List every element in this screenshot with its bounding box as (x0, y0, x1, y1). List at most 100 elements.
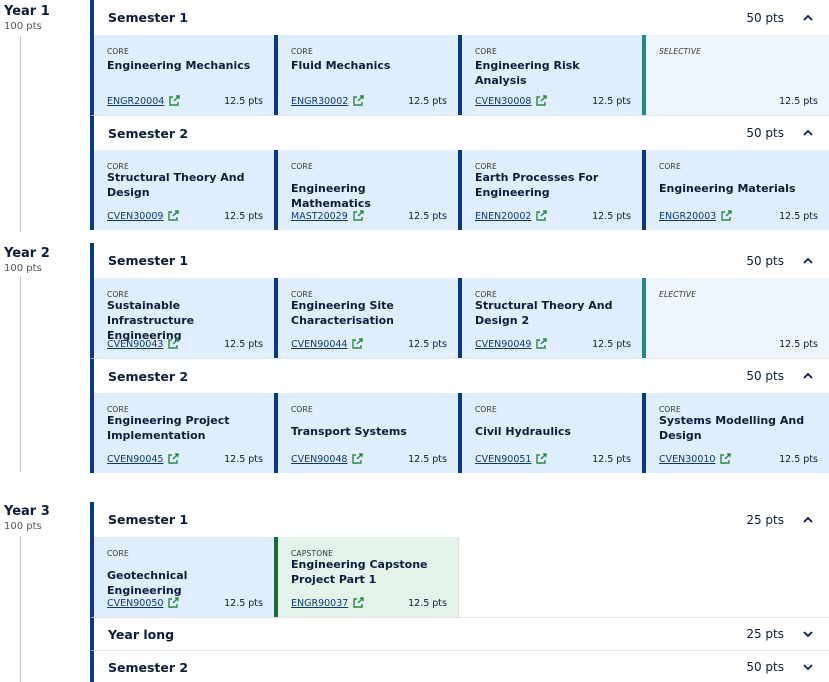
subject-card[interactable]: CORE Transport Systems CVEN90048 12.5 pt… (274, 393, 458, 473)
subject-row: CORE Engineering Project Implementation … (90, 393, 829, 473)
subject-type: SELECTIVE (659, 47, 702, 56)
semester-header[interactable]: Year long 25 pts (90, 617, 829, 650)
subject-type: ELECTIVE (659, 290, 697, 299)
subject-card[interactable]: CORE Engineering Mechanics ENGR20004 12.… (90, 35, 274, 115)
subject-card[interactable]: CORE Geotechnical Engineering CVEN90050 … (90, 537, 274, 617)
year1-timeline (20, 36, 21, 232)
chevron-up-icon[interactable] (801, 513, 815, 527)
external-link-icon (353, 597, 364, 608)
subject-points: 12.5 pts (224, 339, 263, 350)
subject-name: Civil Hydraulics (475, 425, 571, 438)
subject-points: 12.5 pts (408, 96, 447, 107)
subject-type: CORE (107, 47, 129, 56)
subject-code: CVEN30008 (475, 95, 532, 107)
subject-points: 12.5 pts (779, 339, 818, 350)
subject-card[interactable]: CORE Structural Theory And Design 2 CVEN… (458, 278, 642, 358)
subject-type: CAPSTONE (291, 549, 334, 558)
subject-code-link[interactable]: CVEN90045 (107, 453, 180, 465)
semester-title: Semester 1 (108, 10, 189, 25)
subject-points: 12.5 pts (592, 454, 631, 465)
subject-code: CVEN90048 (291, 453, 348, 465)
subject-code-link[interactable]: ENEN20002 (475, 210, 548, 222)
semester-title: Year long (108, 626, 175, 642)
semester-header[interactable]: Semester 1 25 pts (90, 502, 829, 537)
subject-code-link[interactable]: MAST20029 (291, 210, 364, 222)
semester-title: Semester 1 (108, 512, 189, 527)
subject-name: Structural Theory And Design (107, 171, 245, 199)
subject-code-link[interactable]: CVEN90050 (107, 597, 180, 609)
year-2-block: Semester 1 50 pts CORE Sustainable Infra… (90, 243, 829, 473)
selective-card[interactable]: SELECTIVE 12.5 pts (642, 35, 829, 115)
semester-header[interactable]: Semester 1 50 pts (90, 243, 829, 278)
subject-points: 12.5 pts (779, 96, 818, 107)
chevron-up-icon[interactable] (801, 369, 815, 383)
subject-name: Engineering Site Characterisation (291, 299, 394, 327)
subject-card[interactable]: CORE Engineering Project Implementation … (90, 393, 274, 473)
chevron-up-icon[interactable] (801, 254, 815, 268)
subject-points: 12.5 pts (408, 211, 447, 222)
subject-code-link[interactable]: CVEN90051 (475, 453, 548, 465)
semester-header[interactable]: Semester 1 50 pts (90, 0, 829, 35)
subject-name: Engineering Materials (659, 182, 796, 195)
semester-points: 25 pts (746, 512, 784, 527)
external-link-icon (169, 95, 180, 106)
year-2-label: Year 2 100 pts (4, 246, 74, 276)
chevron-up-icon[interactable] (801, 126, 815, 140)
subject-card[interactable]: CORE Engineering Site Characterisation C… (274, 278, 458, 358)
subject-code-link[interactable]: ENGR90037 (291, 597, 364, 609)
year-title: Year 3 (4, 504, 50, 519)
subject-code: CVEN90050 (107, 597, 164, 609)
subject-code: CVEN90043 (107, 338, 164, 350)
subject-code-link[interactable]: CVEN90044 (291, 338, 364, 350)
semester-header[interactable]: Semester 2 50 pts (90, 650, 829, 682)
subject-name: Engineering Mechanics (107, 59, 251, 72)
year-points: 100 pts (4, 21, 42, 32)
year-points: 100 pts (4, 521, 42, 532)
subject-code-link[interactable]: ENGR30002 (291, 95, 364, 107)
year-3-label: Year 3 100 pts (4, 504, 74, 534)
subject-card[interactable]: CORE Structural Theory And Design CVEN30… (90, 150, 274, 230)
chevron-down-icon[interactable] (801, 660, 815, 674)
elective-card[interactable]: ELECTIVE 12.5 pts (642, 278, 829, 358)
subject-name: Engineering Capstone Project Part 1 (291, 558, 428, 586)
subject-card[interactable]: CORE Engineering Risk Analysis CVEN30008… (458, 35, 642, 115)
subject-points: 12.5 pts (408, 598, 447, 609)
chevron-up-icon[interactable] (801, 11, 815, 25)
subject-code-link[interactable]: ENGR20004 (107, 95, 180, 107)
subject-card[interactable]: CORE Sustainable Infrastructure Engineer… (90, 278, 274, 358)
subject-card[interactable]: CORE Engineering Mathematics MAST20029 1… (274, 150, 458, 230)
subject-code-link[interactable]: CVEN30009 (107, 210, 180, 222)
subject-card[interactable]: CORE Fluid Mechanics ENGR30002 12.5 pts (274, 35, 458, 115)
subject-card[interactable]: CORE Earth Processes For Engineering ENE… (458, 150, 642, 230)
subject-code-link[interactable]: CVEN90043 (107, 338, 180, 350)
subject-points: 12.5 pts (408, 339, 447, 350)
semester-header[interactable]: Semester 2 50 pts (90, 358, 829, 393)
external-link-icon (536, 210, 548, 221)
subject-name: Geotechnical Engineering (107, 569, 188, 597)
subject-points: 12.5 pts (779, 211, 818, 222)
empty-slot (458, 537, 829, 617)
subject-code-link[interactable]: ENGR20003 (659, 210, 732, 222)
external-link-icon (168, 453, 180, 464)
year-1-block: Semester 1 50 pts CORE Engineering Mecha… (90, 0, 829, 230)
subject-code-link[interactable]: CVEN90049 (475, 338, 548, 350)
subject-card[interactable]: CORE Civil Hydraulics CVEN90051 12.5 pts (458, 393, 642, 473)
subject-name: Engineering Mathematics (291, 182, 371, 210)
semester-title: Semester 1 (108, 253, 189, 268)
subject-code-link[interactable]: CVEN30008 (475, 95, 548, 107)
external-link-icon (353, 95, 364, 106)
capstone-card[interactable]: CAPSTONE Engineering Capstone Project Pa… (274, 537, 458, 617)
subject-code-link[interactable]: CVEN30010 (659, 453, 732, 465)
subject-points: 12.5 pts (408, 454, 447, 465)
subject-code: CVEN30009 (107, 210, 164, 222)
subject-row: CORE Geotechnical Engineering CVEN90050 … (90, 537, 829, 617)
semester-points: 50 pts (746, 10, 784, 25)
subject-code-link[interactable]: CVEN90048 (291, 453, 364, 465)
external-link-icon (168, 210, 180, 221)
subject-card[interactable]: CORE Engineering Materials ENGR20003 12.… (642, 150, 829, 230)
semester-header[interactable]: Semester 2 50 pts (90, 115, 829, 150)
subject-card[interactable]: CORE Systems Modelling And Design CVEN30… (642, 393, 829, 473)
chevron-down-icon[interactable] (801, 627, 815, 641)
semester-title: Semester 2 (108, 368, 189, 384)
subject-type: CORE (107, 290, 129, 299)
